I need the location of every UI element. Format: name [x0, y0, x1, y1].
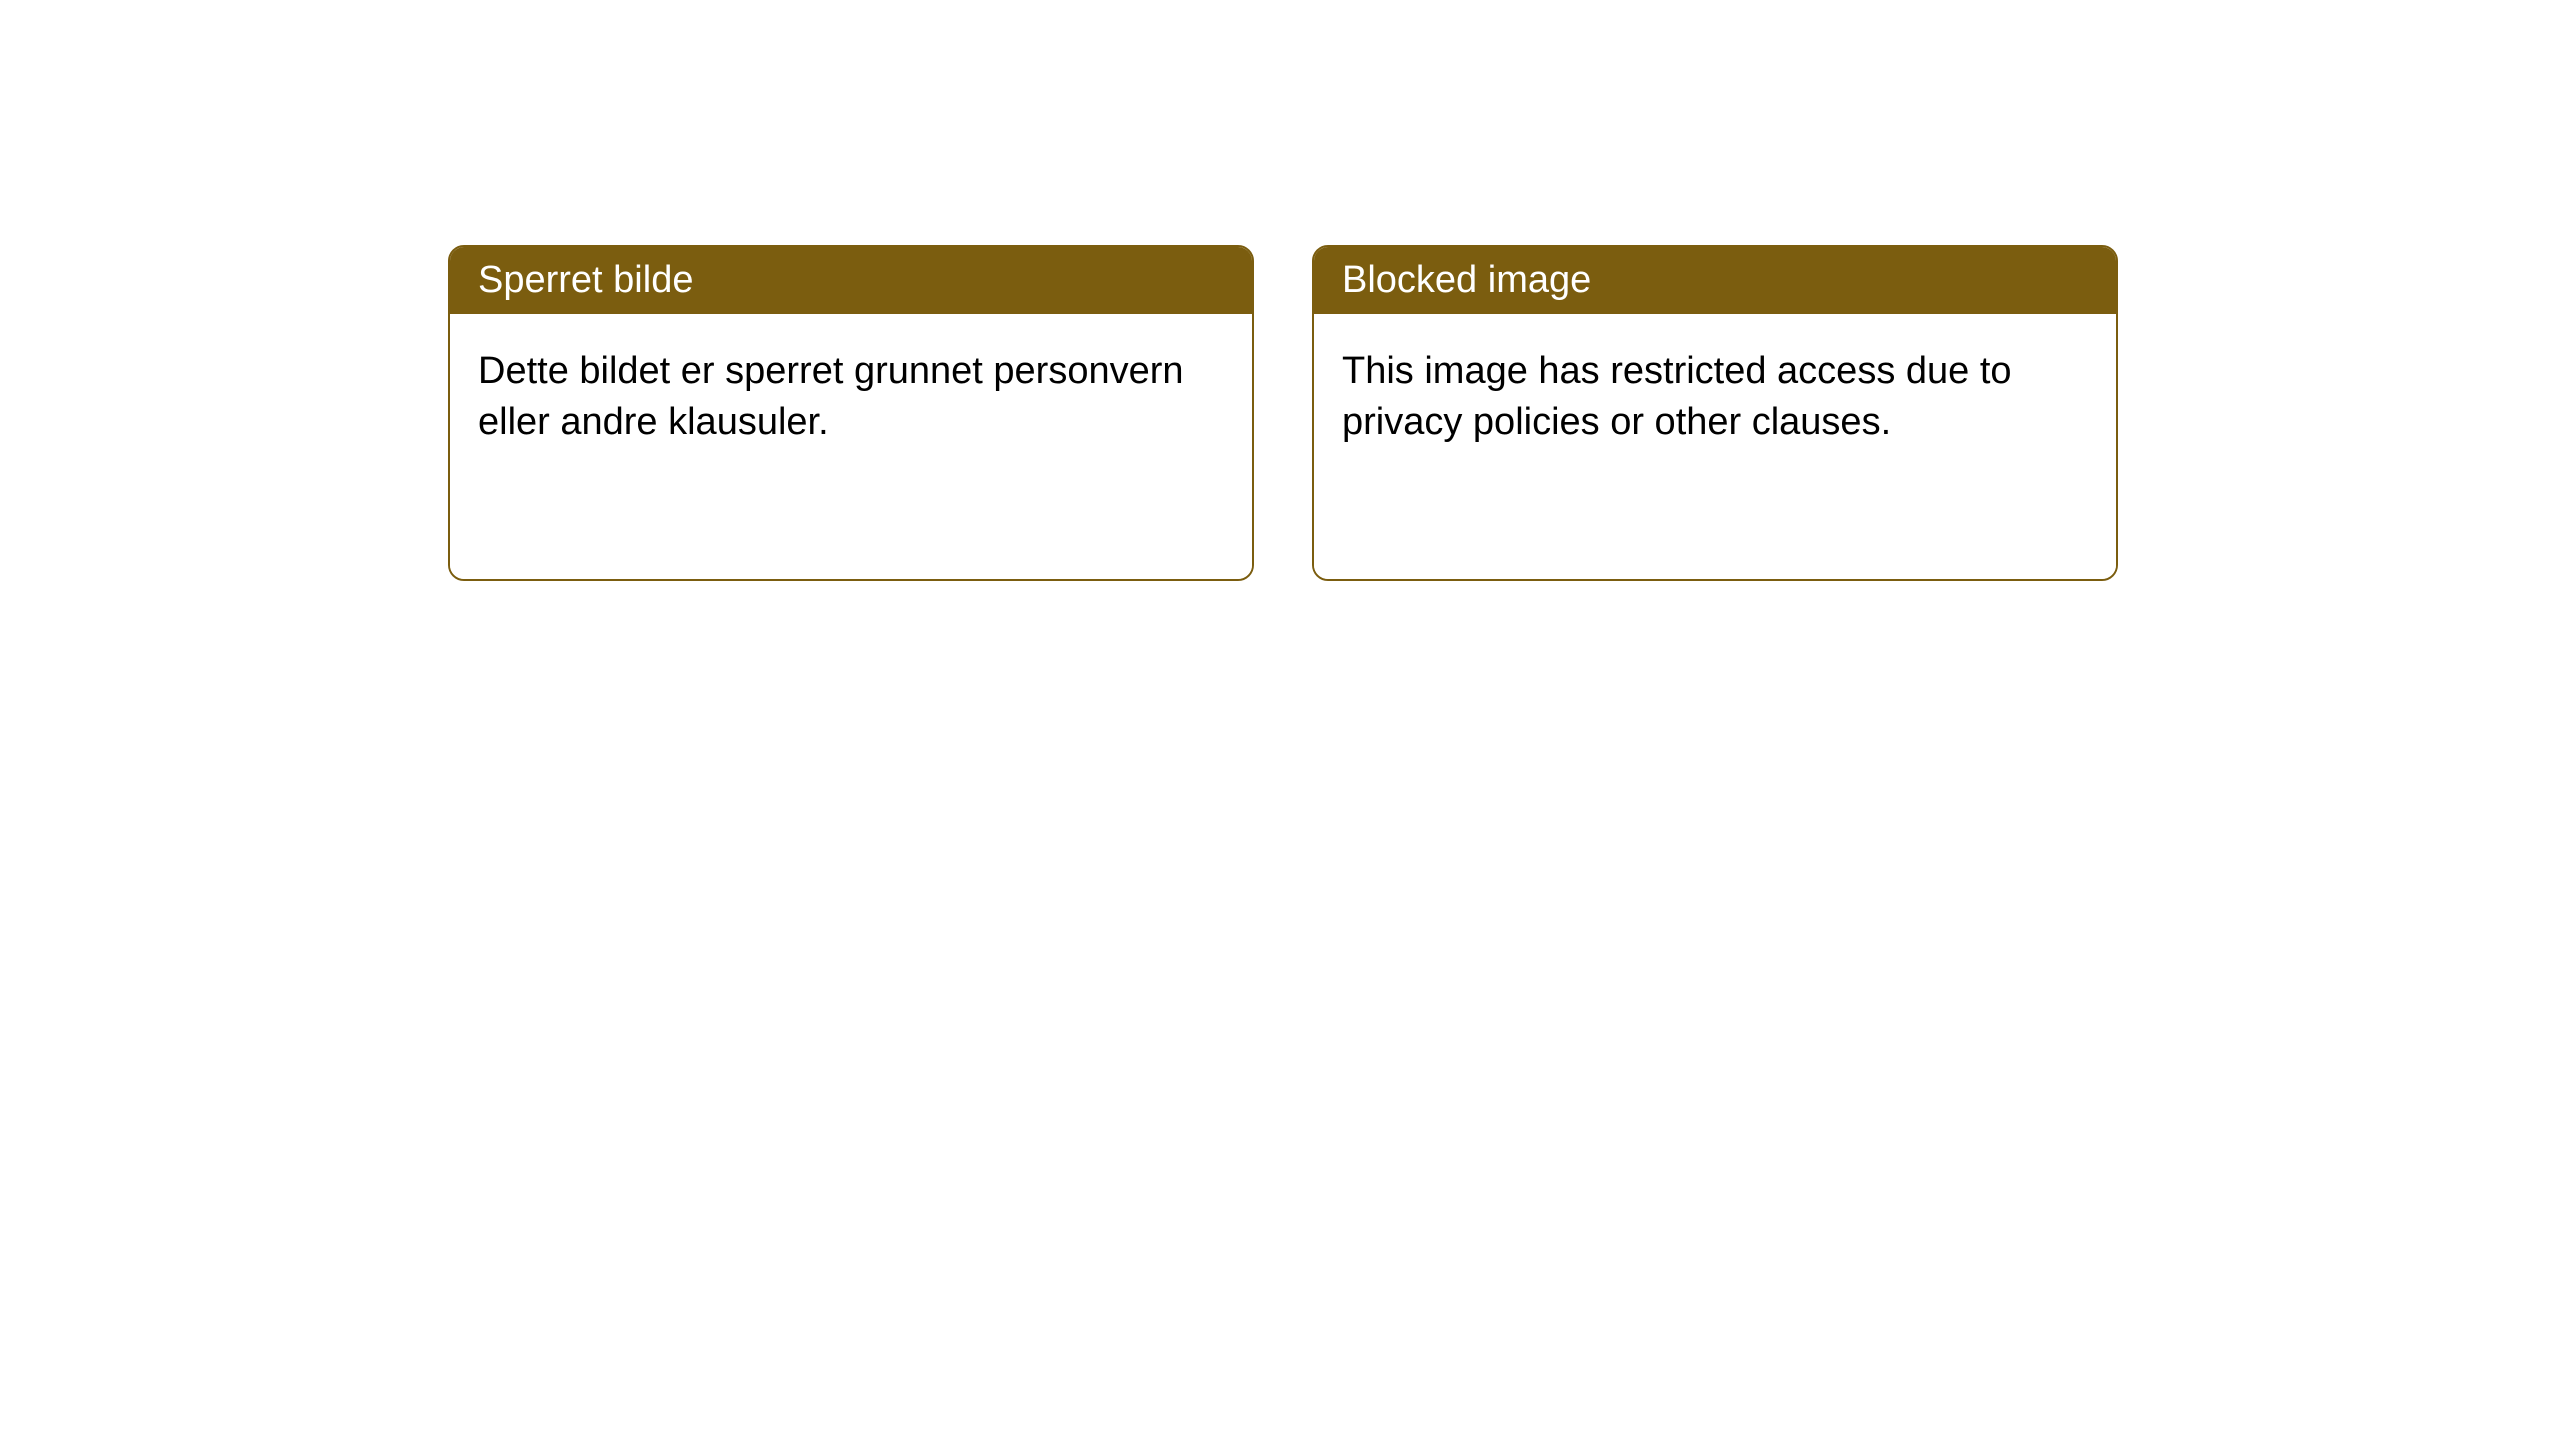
card-header: Blocked image	[1314, 247, 2116, 314]
card-title: Sperret bilde	[478, 259, 693, 301]
card-body-text: This image has restricted access due to …	[1342, 350, 2012, 443]
notice-card-norwegian: Sperret bilde Dette bildet er sperret gr…	[448, 245, 1254, 581]
card-body-text: Dette bildet er sperret grunnet personve…	[478, 350, 1184, 443]
notice-card-english: Blocked image This image has restricted …	[1312, 245, 2118, 581]
card-body: This image has restricted access due to …	[1314, 314, 2116, 579]
card-body: Dette bildet er sperret grunnet personve…	[450, 314, 1252, 579]
card-title: Blocked image	[1342, 259, 1591, 301]
card-header: Sperret bilde	[450, 247, 1252, 314]
notice-cards-container: Sperret bilde Dette bildet er sperret gr…	[0, 0, 2560, 581]
